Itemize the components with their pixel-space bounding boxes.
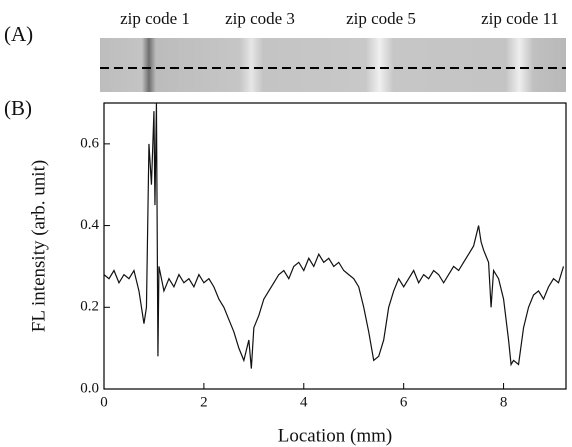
plot-frame bbox=[103, 102, 567, 390]
panel-label: (B) bbox=[4, 96, 32, 120]
x-axis-label: Location (mm) bbox=[278, 425, 393, 446]
y-tick-label: 0.4 bbox=[80, 217, 99, 233]
x-tick-label: 6 bbox=[400, 394, 408, 410]
zip-label: zip code 5 bbox=[346, 9, 416, 28]
panel-label: (A) bbox=[4, 22, 33, 46]
zip-label: zip code 11 bbox=[481, 9, 559, 28]
zip-label: zip code 1 bbox=[120, 9, 190, 28]
x-tick-label: 8 bbox=[500, 394, 508, 410]
x-tick-label: 4 bbox=[300, 394, 308, 410]
y-axis-label: FL intensity (arb. unit) bbox=[28, 160, 49, 332]
zip-label: zip code 3 bbox=[225, 9, 295, 28]
y-tick-label: 0.0 bbox=[80, 380, 99, 396]
y-tick-label: 0.2 bbox=[80, 299, 99, 315]
y-tick-label: 0.6 bbox=[80, 135, 99, 151]
gel-strip bbox=[100, 38, 566, 92]
x-tick-label: 2 bbox=[200, 394, 208, 410]
data-line bbox=[103, 102, 565, 369]
x-tick-label: 0 bbox=[100, 394, 108, 410]
